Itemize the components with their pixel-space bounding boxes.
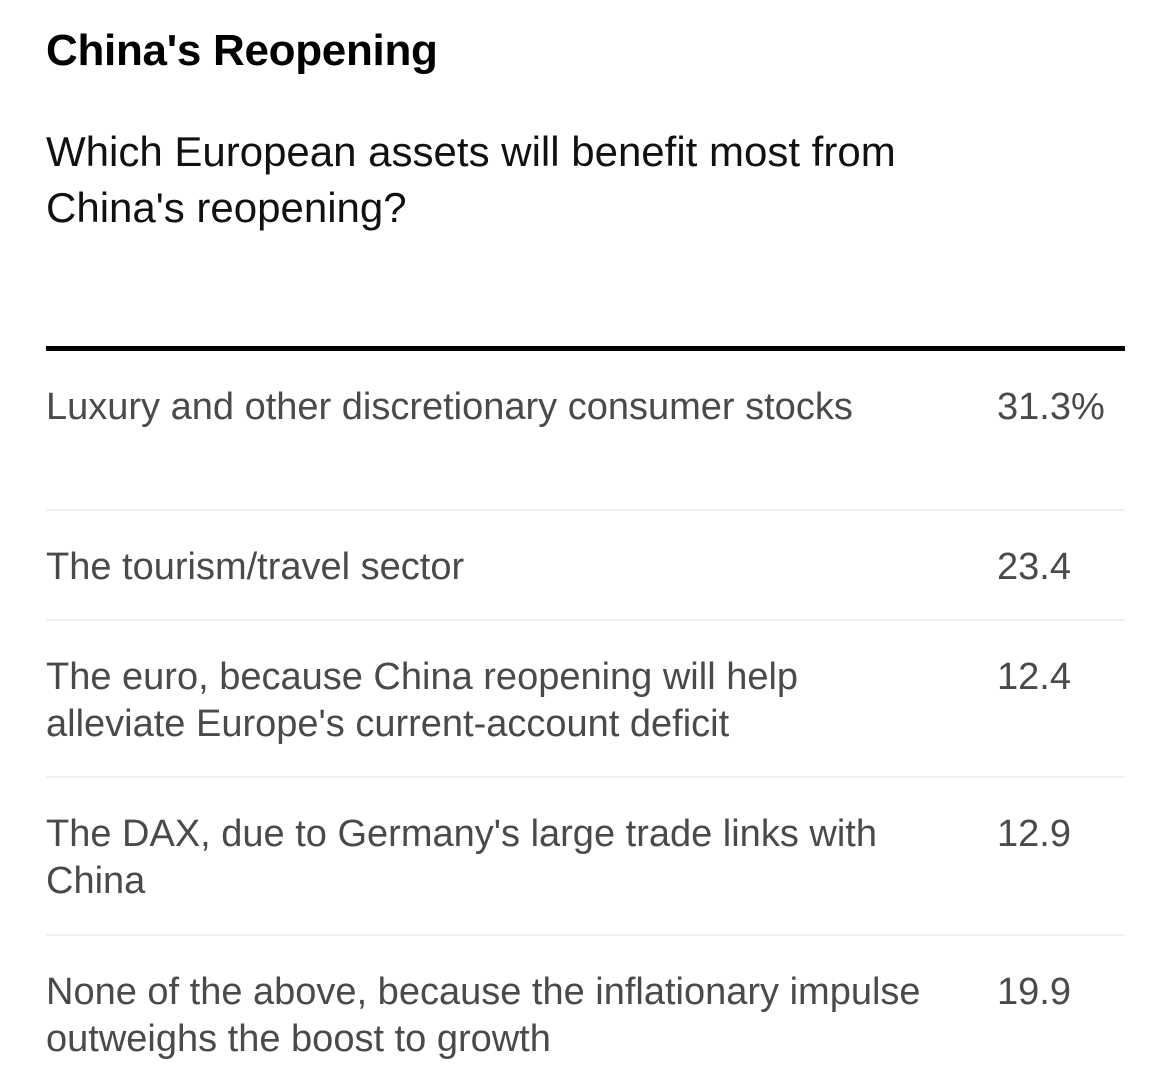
chart-title: China's Reopening: [46, 26, 438, 75]
chart-subtitle: Which European assets will benefit most …: [46, 128, 896, 231]
row-label: Luxury and other discretionary consumer …: [46, 386, 853, 428]
row-value: 12.4: [997, 656, 1071, 698]
row-label: None of the above, because the inflation…: [46, 971, 921, 1060]
row-value: 12.9: [997, 813, 1071, 855]
row-label: The euro, because China reopening will h…: [46, 656, 799, 745]
row-value: 19.9: [997, 971, 1071, 1013]
table-row: The tourism/travel sector 23.4: [46, 511, 1125, 621]
table-row: The DAX, due to Germany's large trade li…: [46, 778, 1125, 936]
survey-card: China's Reopening Which European assets …: [46, 22, 1125, 1060]
row-value: 31.3%: [997, 386, 1105, 428]
table-row: None of the above, because the inflation…: [46, 936, 1125, 1086]
table-row: The euro, because China reopening will h…: [46, 621, 1125, 778]
results-table: Luxury and other discretionary consumer …: [46, 346, 1125, 1086]
table-row: Luxury and other discretionary consumer …: [46, 351, 1125, 511]
row-label: The tourism/travel sector: [46, 546, 465, 588]
row-label: The DAX, due to Germany's large trade li…: [46, 813, 877, 902]
row-value: 23.4: [997, 546, 1071, 588]
